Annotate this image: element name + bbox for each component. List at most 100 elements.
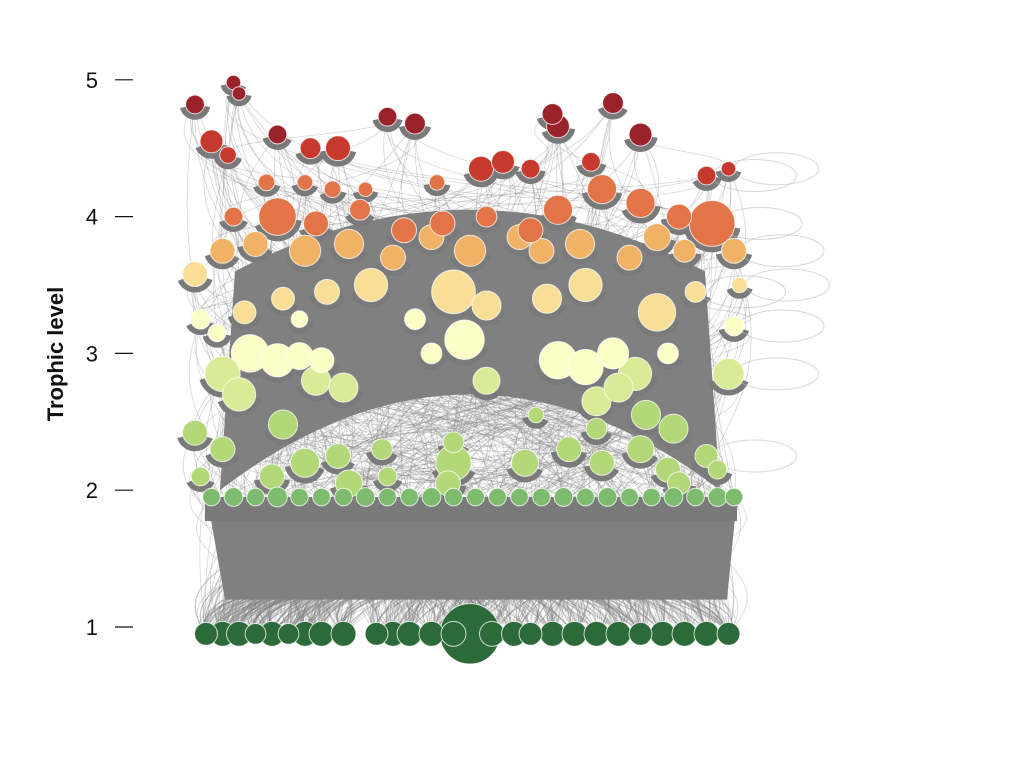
species-node xyxy=(418,620,445,647)
species-node xyxy=(716,621,741,646)
species-node xyxy=(597,487,618,507)
species-node xyxy=(219,146,237,164)
species-node xyxy=(323,180,342,199)
species-node xyxy=(380,244,406,271)
feeding-link xyxy=(271,414,537,477)
species-node xyxy=(666,203,692,230)
species-node xyxy=(466,487,485,507)
species-node xyxy=(657,342,679,365)
species-node xyxy=(355,487,376,507)
species-node xyxy=(561,620,588,647)
feeding-link xyxy=(282,424,564,498)
species-node xyxy=(420,342,443,365)
species-node xyxy=(724,487,744,507)
y-tick-label: 1 xyxy=(86,615,98,640)
species-node xyxy=(244,622,267,645)
species-node xyxy=(721,237,747,264)
species-node xyxy=(308,347,335,374)
y-tick-label: 3 xyxy=(86,341,98,366)
species-node xyxy=(625,187,656,218)
y-axis: 1 2 3 4 5 xyxy=(86,68,133,640)
species-node xyxy=(684,280,707,303)
species-node xyxy=(400,487,419,507)
species-node xyxy=(391,217,417,244)
species-node xyxy=(194,621,218,646)
species-node xyxy=(289,447,321,478)
species-node xyxy=(421,487,442,507)
species-node xyxy=(328,372,359,403)
species-node xyxy=(333,228,365,260)
species-node xyxy=(232,300,257,325)
species-node xyxy=(429,210,456,237)
species-node xyxy=(442,431,465,454)
species-node xyxy=(479,620,505,647)
species-node xyxy=(707,459,728,480)
feeding-link xyxy=(348,448,641,484)
species-node xyxy=(271,286,295,311)
species-node xyxy=(312,487,331,507)
species-node xyxy=(637,293,677,332)
species-node xyxy=(518,621,543,646)
species-node xyxy=(182,419,208,446)
species-node xyxy=(541,103,564,125)
species-node xyxy=(510,487,529,507)
species-node xyxy=(428,174,446,191)
feeding-link xyxy=(486,102,614,217)
species-node xyxy=(671,620,698,647)
y-axis-label: Trophic level xyxy=(43,287,68,422)
feeding-link xyxy=(255,168,729,245)
species-node xyxy=(288,234,322,267)
species-node xyxy=(596,337,630,370)
species-node xyxy=(353,267,389,303)
species-node xyxy=(431,269,476,315)
species-node xyxy=(720,160,737,177)
species-node xyxy=(290,487,309,507)
feeding-link xyxy=(359,175,707,211)
species-node xyxy=(471,290,502,321)
species-node xyxy=(404,308,426,331)
species-node xyxy=(576,487,595,507)
species-node xyxy=(553,487,574,507)
species-node xyxy=(444,487,463,507)
species-node xyxy=(182,261,208,288)
species-node xyxy=(585,417,608,440)
species-node xyxy=(605,620,632,647)
species-node xyxy=(510,448,540,477)
species-node xyxy=(628,621,653,646)
feeding-link xyxy=(387,380,487,477)
species-node xyxy=(190,308,211,330)
feeding-link xyxy=(222,154,229,251)
species-node xyxy=(185,94,205,115)
self-loop xyxy=(739,309,825,343)
species-node xyxy=(349,198,371,221)
species-node xyxy=(542,194,574,225)
species-node xyxy=(330,620,357,647)
species-node xyxy=(223,206,244,227)
feeding-link xyxy=(381,448,449,484)
species-node xyxy=(712,357,745,391)
species-node xyxy=(531,283,563,314)
y-tick-label: 5 xyxy=(86,68,98,93)
species-node xyxy=(628,122,653,147)
species-node xyxy=(259,463,285,490)
species-node xyxy=(532,487,551,507)
species-node xyxy=(649,620,676,647)
species-node xyxy=(602,92,624,114)
species-node xyxy=(663,487,684,507)
species-node xyxy=(707,487,728,507)
species-node xyxy=(242,230,269,257)
species-node xyxy=(491,149,515,174)
species-node xyxy=(202,487,221,507)
species-node xyxy=(334,487,353,507)
y-tick-label: 2 xyxy=(86,478,98,503)
species-node xyxy=(231,86,247,101)
species-node xyxy=(626,435,655,464)
species-node xyxy=(517,217,544,244)
species-node xyxy=(267,409,299,440)
species-node xyxy=(440,620,467,647)
species-node xyxy=(371,438,393,461)
species-node xyxy=(209,237,236,264)
feeding-link xyxy=(387,401,597,477)
species-node xyxy=(257,173,276,192)
species-node xyxy=(396,620,423,647)
